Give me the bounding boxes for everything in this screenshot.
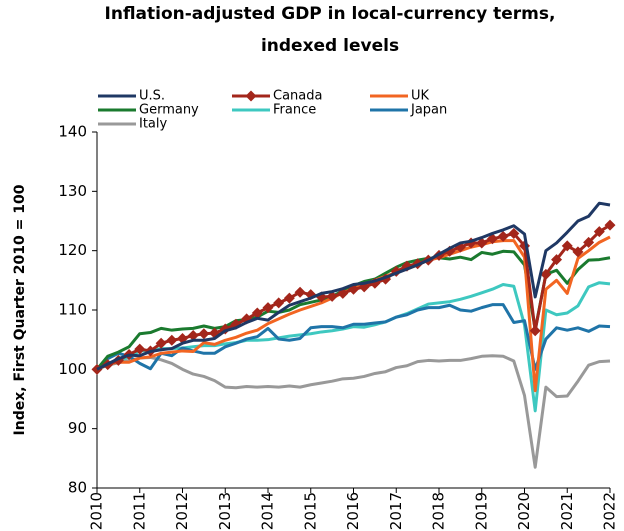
x-tick-label: 2020 bbox=[515, 492, 533, 530]
series-marker bbox=[187, 330, 199, 342]
series-marker bbox=[134, 343, 146, 355]
x-tick-label: 2015 bbox=[301, 492, 319, 530]
legend-marker bbox=[245, 90, 257, 102]
series-line bbox=[95, 303, 611, 371]
series-marker bbox=[251, 307, 263, 319]
series-marker bbox=[166, 334, 178, 346]
series-line bbox=[96, 201, 611, 371]
y-tick-label: 120 bbox=[58, 241, 87, 259]
x-tick-label: 2012 bbox=[173, 492, 191, 530]
x-tick-label: 2011 bbox=[130, 492, 148, 530]
y-tick-label: 140 bbox=[58, 123, 87, 141]
series-line bbox=[96, 354, 611, 469]
legend-label: France bbox=[273, 103, 316, 118]
series-marker bbox=[273, 297, 285, 309]
legend-label: Italy bbox=[139, 117, 168, 132]
y-tick-label: 130 bbox=[58, 182, 87, 200]
y-tick-label: 80 bbox=[68, 479, 87, 497]
series-marker bbox=[583, 236, 595, 248]
legend-label: Japan bbox=[410, 103, 447, 118]
series-marker bbox=[540, 268, 552, 280]
series-marker bbox=[529, 325, 541, 337]
series-marker bbox=[593, 226, 605, 238]
chart-title: Inflation-adjusted GDP in local-currency… bbox=[105, 4, 556, 24]
x-tick-label: 2014 bbox=[259, 492, 277, 530]
x-tick-label: 2017 bbox=[387, 492, 405, 530]
series-marker bbox=[294, 286, 306, 298]
series-marker bbox=[508, 227, 520, 239]
series-marker bbox=[476, 237, 488, 249]
series-marker bbox=[572, 246, 584, 258]
x-tick-label: 2016 bbox=[344, 492, 362, 530]
x-tick-label: 2013 bbox=[216, 492, 234, 530]
series-marker bbox=[551, 254, 563, 266]
legend-label: Germany bbox=[139, 103, 199, 118]
y-tick-label: 90 bbox=[68, 419, 87, 437]
series-marker bbox=[561, 240, 573, 252]
series-marker bbox=[604, 219, 616, 231]
x-tick-label: 2018 bbox=[430, 492, 448, 530]
series-marker bbox=[283, 292, 295, 304]
series-marker bbox=[155, 337, 167, 349]
series-marker bbox=[497, 230, 509, 242]
x-tick-label: 2021 bbox=[558, 492, 576, 530]
legend-label: U.S. bbox=[139, 89, 165, 104]
series-marker bbox=[198, 328, 210, 340]
x-tick-label: 2010 bbox=[88, 492, 106, 530]
legend-label: UK bbox=[411, 89, 430, 104]
x-tick-label: 2022 bbox=[601, 492, 619, 530]
y-axis-title: Index, First Quarter 2010 = 100 bbox=[12, 184, 28, 435]
x-tick-label: 2019 bbox=[472, 492, 490, 530]
series-marker bbox=[326, 290, 338, 302]
chart-title: indexed levels bbox=[261, 36, 399, 56]
y-tick-label: 110 bbox=[58, 301, 87, 319]
series-marker bbox=[262, 302, 274, 314]
y-tick-label: 100 bbox=[58, 360, 87, 378]
legend-label: Canada bbox=[273, 89, 322, 104]
